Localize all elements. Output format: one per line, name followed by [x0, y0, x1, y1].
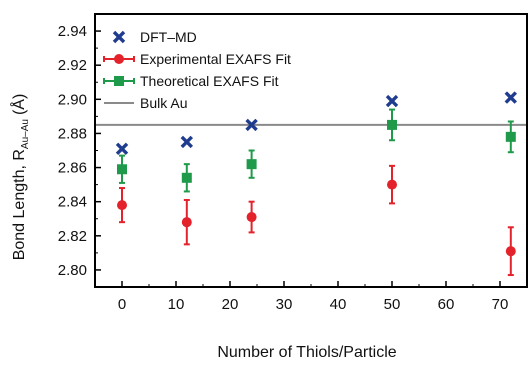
data-point-1-4 [505, 246, 516, 257]
data-point-0-4-stroke-b [504, 91, 518, 104]
y-tick-label-3: 2.86 [58, 160, 87, 177]
data-point-0-0 [115, 142, 129, 155]
legend-marker-0 [112, 30, 126, 44]
data-point-0-1 [180, 135, 194, 149]
legend-item-3: Bulk Au [104, 95, 187, 111]
y-axis-title-subscript: Au–Au [20, 119, 31, 149]
data-point-0-4 [504, 91, 518, 104]
legend-marker-0-stroke-b [112, 30, 126, 44]
axes: 2.80 2.82 2.84 2.86 2.88 2.90 2.92 2.94 0 10 20 30 4… [58, 13, 528, 313]
legend-label-2: Theoretical EXAFS Fit [140, 73, 279, 89]
legend-item-0: DFT–MD [112, 29, 197, 45]
series-2 [117, 108, 516, 193]
plot-area [95, 91, 527, 277]
data-point-1-1 [181, 217, 192, 228]
y-tick-label-2: 2.84 [58, 194, 87, 211]
data-point-0-2 [245, 118, 258, 132]
y-tick-label-6: 2.92 [58, 57, 87, 74]
y-tick-label-5: 2.90 [58, 91, 87, 108]
x-tick-label-6: 60 [438, 296, 455, 313]
x-axis-title: Number of Thiols/Particle [217, 344, 396, 361]
data-point-2-1 [181, 172, 192, 183]
x-tick-label-4: 40 [330, 296, 347, 313]
legend: DFT–MD Experimental EXAFS Fit Theoretical … [103, 29, 291, 111]
legend-item-1: Experimental EXAFS Fit [103, 51, 291, 67]
series-0 [115, 91, 518, 155]
data-point-1-2 [246, 212, 257, 223]
y-axis-title-main: Bond Length, R [11, 149, 28, 260]
y-tick-label-4: 2.88 [58, 125, 87, 142]
y-tick-label-0: 2.80 [58, 262, 87, 279]
data-point-0-2-stroke-b [245, 118, 258, 132]
y-tick-label-1: 2.82 [58, 228, 87, 245]
x-tick-label-2: 20 [222, 296, 239, 313]
y-axis-title-unit: (Å) [9, 94, 28, 115]
data-point-2-0 [117, 164, 127, 175]
legend-marker-1 [114, 54, 124, 64]
y-tick-label-7: 2.94 [58, 23, 87, 40]
legend-item-2: Theoretical EXAFS Fit [103, 73, 279, 89]
data-point-2-2 [246, 159, 257, 170]
data-point-2-3 [387, 119, 397, 130]
x-tick-label-0: 0 [118, 296, 126, 313]
legend-label-3: Bulk Au [140, 95, 187, 111]
data-point-0-3-stroke-b [385, 94, 399, 108]
x-tick-label-1: 10 [168, 296, 185, 313]
series-1 [117, 164, 516, 277]
data-point-0-3 [385, 94, 399, 108]
data-point-0-1-stroke-b [180, 135, 194, 149]
legend-marker-2 [114, 76, 124, 86]
legend-label-0: DFT–MD [140, 29, 197, 45]
legend-label-1: Experimental EXAFS Fit [140, 51, 291, 67]
x-tick-label-3: 30 [276, 296, 293, 313]
data-point-1-3 [387, 179, 397, 190]
data-point-1-0 [117, 200, 127, 211]
y-axis-title: Bond Length, RAu–Au (Å) [9, 94, 31, 261]
data-point-0-0-stroke-b [115, 142, 129, 155]
x-tick-label-7: 70 [492, 296, 509, 313]
data-point-2-4 [505, 131, 516, 142]
x-tick-label-5: 50 [384, 296, 401, 313]
